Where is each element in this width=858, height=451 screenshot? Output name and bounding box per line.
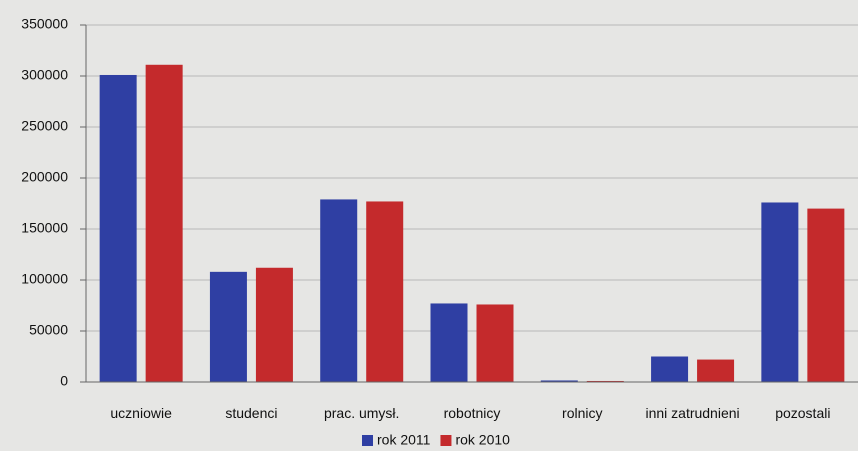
- bar: [476, 304, 514, 382]
- bar: [540, 380, 578, 382]
- legend-label: rok 2010: [455, 432, 510, 448]
- bar: [651, 356, 689, 382]
- y-tick-label: 150000: [21, 220, 68, 236]
- bar: [320, 199, 358, 382]
- bar: [145, 64, 183, 382]
- bar: [430, 303, 468, 382]
- y-tick-label: 350000: [21, 16, 68, 32]
- bar: [366, 201, 404, 382]
- bar: [99, 74, 137, 382]
- y-tick-label: 0: [60, 373, 68, 389]
- x-tick-label: studenci: [225, 405, 278, 421]
- legend-swatch: [440, 435, 452, 446]
- bar: [761, 202, 799, 382]
- y-tick-label: 50000: [29, 322, 68, 338]
- bar: [255, 267, 293, 382]
- bar: [697, 359, 735, 382]
- y-tick-label: 250000: [21, 118, 68, 134]
- x-tick-label: robotnicy: [443, 405, 501, 421]
- y-tick-label: 200000: [21, 169, 68, 185]
- y-tick-label: 100000: [21, 271, 68, 287]
- x-tick-label: uczniowie: [110, 405, 172, 421]
- legend-swatch: [362, 435, 373, 446]
- x-tick-label: pozostali: [775, 405, 831, 421]
- bar: [807, 208, 845, 382]
- legend-label: rok 2011: [377, 432, 431, 448]
- y-tick-label: 300000: [21, 67, 68, 83]
- x-tick-label: rolnicy: [562, 405, 603, 421]
- x-tick-label: prac. umysł.: [323, 405, 400, 421]
- x-tick-label: inni zatrudnieni: [645, 405, 740, 421]
- bar: [586, 380, 624, 382]
- bar: [209, 271, 247, 382]
